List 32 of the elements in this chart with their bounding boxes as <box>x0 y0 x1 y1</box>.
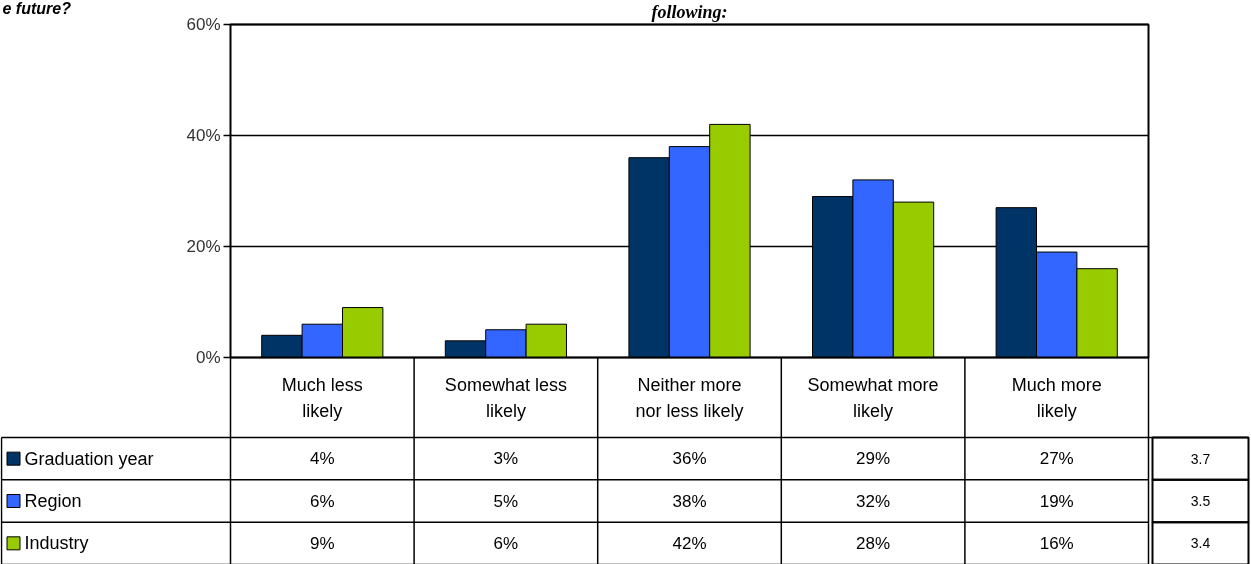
data-label: 3% <box>493 449 519 469</box>
data-label: 6% <box>310 491 335 511</box>
data-label: 32% <box>856 491 891 511</box>
data-label: 29% <box>856 449 891 469</box>
legend-label: Industry <box>24 533 89 554</box>
data-label: 38% <box>672 491 707 511</box>
data-label: 28% <box>856 533 891 553</box>
data-label: 19% <box>1039 491 1074 511</box>
data-label: 36% <box>672 449 707 469</box>
data-label: 27% <box>1039 449 1074 469</box>
x-tick-label: Much more likely <box>1011 374 1102 421</box>
text: 3.4 <box>1190 535 1211 552</box>
text: e future? <box>2 0 72 17</box>
y-tick-label: 40% <box>186 126 221 145</box>
y-tick-label: 60% <box>186 15 221 34</box>
x-tick-label: Much less likely <box>281 374 363 421</box>
legend-label: Graduation year <box>24 448 154 469</box>
data-label: 16% <box>1039 533 1074 553</box>
data-label: 6% <box>493 533 519 553</box>
y-tick-label: 20% <box>186 237 221 256</box>
data-label: 4% <box>310 449 335 469</box>
text: 3.7 <box>1190 450 1211 467</box>
y-tick-label: 0% <box>195 348 221 367</box>
data-label: 9% <box>310 533 335 553</box>
text: 3.5 <box>1190 493 1211 509</box>
x-tick-label: Somewhat more likely <box>807 374 939 421</box>
x-tick-label: Somewhat less likely <box>444 374 567 421</box>
legend-label: Region <box>24 491 82 511</box>
x-tick-label: Neither more nor less likely <box>635 374 744 421</box>
data-label: 5% <box>493 491 519 511</box>
data-label: 42% <box>672 533 707 553</box>
chart-title: following: <box>651 1 728 22</box>
